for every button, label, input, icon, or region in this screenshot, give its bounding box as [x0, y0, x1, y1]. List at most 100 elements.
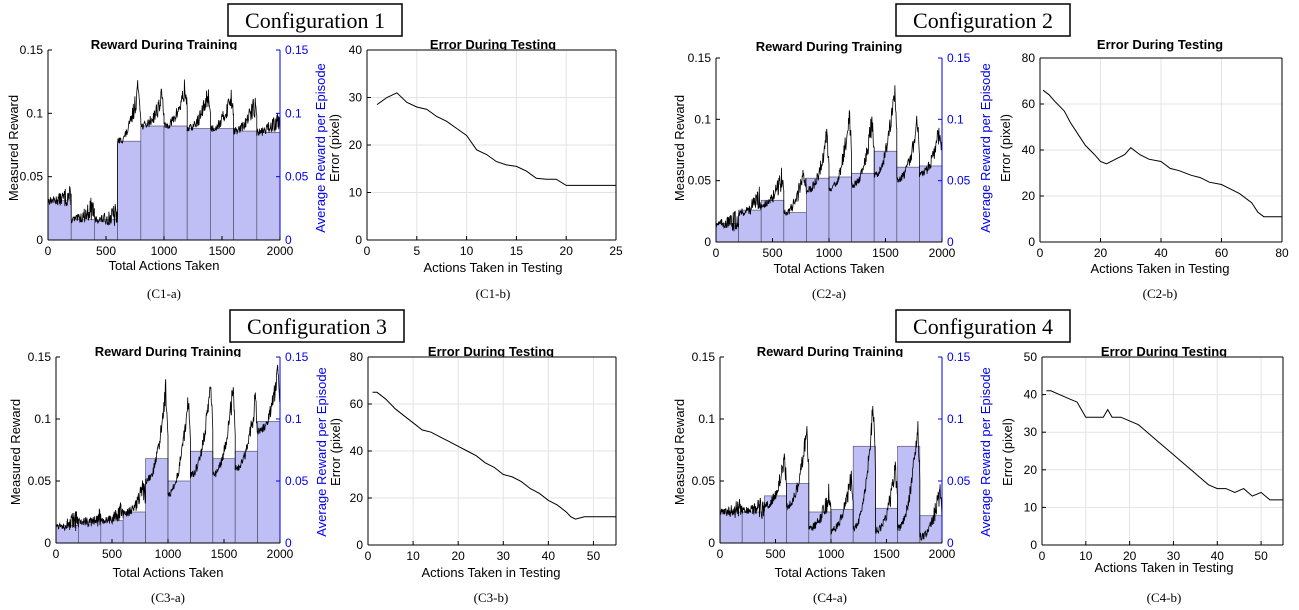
y-tick-label: 0 — [355, 233, 362, 247]
config-header: Configuration 3 — [247, 314, 387, 339]
x-tick-label: 500 — [96, 244, 116, 258]
x-tick-label: 20 — [1094, 246, 1108, 260]
x-tick-label: 10 — [1079, 549, 1093, 563]
x-tick-label: 5 — [413, 244, 420, 258]
episode-bar — [783, 212, 807, 243]
episode-bar — [873, 150, 898, 243]
error-line — [376, 92, 616, 186]
x-axis-label: Total Actions Taken — [112, 565, 223, 580]
reward-trace-line — [47, 79, 281, 226]
x-tick-label: 1000 — [155, 547, 182, 561]
y-tick-label: 0.15 — [692, 350, 716, 364]
x-tick-label: 1000 — [816, 246, 843, 260]
x-tick-label: 500 — [102, 547, 122, 561]
episode-bar — [190, 450, 214, 544]
x-axis-label: Total Actions Taken — [108, 258, 219, 273]
y-tick-label: 0 — [44, 536, 51, 550]
episode-bar — [738, 209, 762, 243]
x-tick-label: 80 — [1275, 246, 1289, 260]
episode-bar — [233, 130, 258, 241]
chart-c4-b: Error During Testing Actions Taken in Te… — [1000, 344, 1284, 575]
episode-bar — [897, 445, 921, 544]
chart-c1-a: Reward During Training Total Actions Tak… — [6, 37, 328, 273]
y2-axis-label: Average Reward per Episode — [978, 367, 993, 537]
episode-bar — [257, 421, 281, 544]
y-axis-label: Error (pixel) — [1000, 418, 1015, 486]
episode-bar — [256, 131, 281, 241]
chart-caption: (C1-b) — [476, 286, 511, 301]
y-tick-label: 0.05 — [20, 170, 44, 184]
chart-caption: (C3-b) — [474, 590, 509, 605]
x-tick-label: 30 — [497, 549, 511, 563]
y-tick-label: 30 — [349, 91, 363, 105]
y-axis-label: Measured Reward — [6, 95, 21, 201]
error-line — [1042, 89, 1282, 218]
x-tick-label: 0 — [717, 547, 724, 561]
y-tick-label: 0.1 — [34, 412, 51, 426]
x-tick-label: 15 — [510, 244, 524, 258]
x-axis-label: Actions Taken in Testing — [1095, 560, 1234, 575]
config-header: Configuration 1 — [245, 8, 385, 33]
x-tick-label: 1500 — [873, 547, 900, 561]
chart-c2-a: Reward During Training Total Actions Tak… — [672, 39, 993, 276]
chart-c4-a: Reward During Training Total Actions Tak… — [672, 344, 993, 580]
chart-c3-b: Error During Testing Actions Taken in Te… — [328, 344, 617, 580]
y2-axis-label: Average Reward per Episode — [978, 63, 993, 233]
y-tick-label: 0 — [704, 235, 711, 249]
episode-bar — [875, 507, 898, 544]
chart-title: Error During Testing — [1097, 37, 1223, 52]
config-header: Configuration 4 — [913, 314, 1053, 339]
x-axis-label: Actions Taken in Testing — [1091, 261, 1230, 276]
y-axis-label: Error (pixel) — [327, 114, 342, 182]
y-tick-label: 0.15 — [688, 51, 712, 65]
y2-tick-label: 0 — [285, 233, 292, 247]
x-axis-label: Actions Taken in Testing — [422, 565, 561, 580]
x-tick-label: 1500 — [211, 547, 238, 561]
y2-tick-label: 0.05 — [285, 170, 309, 184]
error-line — [1046, 390, 1283, 501]
y-tick-label: 10 — [349, 186, 363, 200]
episode-bar — [145, 458, 169, 544]
y-tick-label: 60 — [1022, 97, 1036, 111]
chart-title: Reward During Training — [757, 344, 904, 359]
x-tick-label: 20 — [452, 549, 466, 563]
episode-bar — [117, 140, 142, 241]
episode-bar — [741, 511, 765, 544]
y-tick-label: 10 — [1024, 500, 1038, 514]
error-line — [372, 391, 616, 520]
configuration-1: Configuration 1 Reward During Training T… — [6, 3, 623, 301]
y2-axis-label: Average Reward per Episode — [313, 63, 328, 233]
y2-tick-label: 0.05 — [285, 474, 309, 488]
x-tick-label: 50 — [1254, 549, 1268, 563]
x-tick-label: 500 — [762, 246, 782, 260]
chart-title: Error During Testing — [1101, 344, 1227, 359]
episode-bar — [210, 128, 234, 241]
chart-caption: (C1-a) — [147, 286, 181, 301]
y-tick-label: 40 — [1022, 143, 1036, 157]
x-tick-label: 1000 — [818, 547, 845, 561]
configuration-4: Configuration 4 Reward During Training T… — [672, 309, 1284, 605]
x-tick-label: 20 — [1123, 549, 1137, 563]
episode-bar — [919, 165, 943, 243]
episode-bar — [186, 128, 211, 241]
x-tick-label: 10 — [406, 549, 420, 563]
y2-tick-label: 0.15 — [947, 51, 971, 65]
y2-tick-label: 0.05 — [947, 474, 971, 488]
x-tick-label: 0 — [45, 244, 52, 258]
y-axis-label: Error (pixel) — [998, 114, 1013, 182]
x-tick-label: 0 — [1039, 549, 1046, 563]
episode-bar — [122, 511, 146, 544]
x-tick-label: 20 — [560, 244, 574, 258]
reward-trace-line — [55, 364, 281, 532]
x-tick-label: 1000 — [151, 244, 178, 258]
x-tick-label: 30 — [1167, 549, 1181, 563]
chart-c1-b: Error During Testing Actions Taken in Te… — [327, 37, 623, 275]
x-tick-label: 60 — [1215, 246, 1229, 260]
chart-title: Reward During Training — [91, 37, 238, 52]
y-tick-label: 0.1 — [698, 412, 715, 426]
y2-tick-label: 0.1 — [285, 106, 302, 120]
config-header: Configuration 2 — [913, 8, 1053, 33]
episode-bar — [719, 511, 743, 544]
reward-trace-line — [719, 405, 943, 542]
